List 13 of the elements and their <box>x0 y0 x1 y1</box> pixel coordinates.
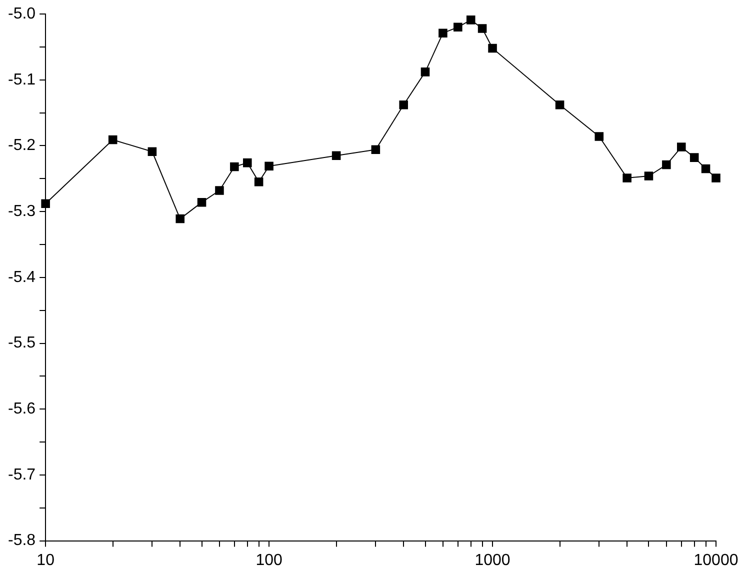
y-tick-label: -5.2 <box>8 137 36 154</box>
x-tick-label: 1000 <box>474 552 510 569</box>
y-tick-label: -5.6 <box>8 400 36 418</box>
y-tick-label: -5.0 <box>8 5 36 22</box>
y-tick-label: -5.8 <box>8 532 36 550</box>
x-tick-label: 10000 <box>694 552 738 569</box>
y-tick-label: -5.1 <box>8 71 36 88</box>
y-tick-label: -5.5 <box>8 334 36 352</box>
x-tick-label: 10 <box>36 552 55 569</box>
x-tick-label: 100 <box>256 552 282 569</box>
y-tick-label: -5.7 <box>8 466 36 484</box>
y-tick-label: -5.3 <box>8 202 36 220</box>
y-tick-label: -5.4 <box>8 268 36 286</box>
